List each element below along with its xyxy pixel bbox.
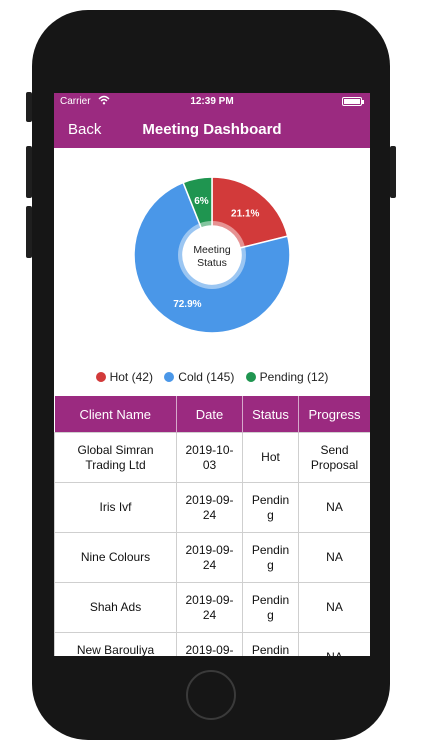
header-progress[interactable]: Progress	[298, 396, 370, 433]
cell-status: Pending	[242, 532, 299, 583]
cell-client-name: Iris Ivf	[54, 482, 177, 533]
app-screen: Carrier 12:39 PM Back Meeting Dashboard …	[54, 93, 370, 656]
mute-switch	[26, 92, 32, 122]
cell-progress: NA	[298, 532, 370, 583]
wifi-icon	[98, 95, 110, 108]
header-date[interactable]: Date	[176, 396, 243, 433]
legend-dot-hot	[95, 372, 106, 382]
cell-status: Pending	[242, 582, 299, 633]
table-row[interactable]: Global Simran Trading Ltd 2019-10-03 Hot…	[54, 432, 370, 483]
legend-dot-cold	[164, 372, 175, 382]
pie-center-label-line: Status	[197, 257, 227, 269]
cell-status: Pending	[242, 632, 299, 656]
cell-status: Pending	[242, 482, 299, 533]
table-row[interactable]: Iris Ivf 2019-09-24 Pending NA	[54, 482, 370, 533]
meetings-table: Client Name Date Status Progress Global …	[54, 396, 370, 656]
volume-down-button	[26, 206, 32, 258]
pie-center-label-line: Meeting	[193, 244, 231, 256]
legend-item-cold: Cold (145)	[164, 370, 234, 384]
navigation-bar: Back Meeting Dashboard	[54, 111, 370, 148]
table-row[interactable]: New Barouliya Aromatics 2019-09-24 Pendi…	[54, 632, 370, 656]
pie-label-hot: 21.1%	[231, 208, 259, 219]
cell-progress: NA	[298, 632, 370, 656]
pie-label-cold: 72.9%	[173, 299, 201, 310]
cell-client-name: New Barouliya Aromatics	[54, 632, 177, 656]
legend-dot-pending	[245, 372, 256, 382]
status-bar: Carrier 12:39 PM	[54, 93, 370, 111]
cell-progress: NA	[298, 482, 370, 533]
back-button[interactable]: Back	[68, 121, 102, 138]
cell-date: 2019-09-24	[176, 532, 243, 583]
clock: 12:39 PM	[190, 96, 234, 107]
cell-client-name: Global Simran Trading Ltd	[54, 432, 177, 483]
legend-item-pending: Pending (12)	[245, 370, 329, 384]
cell-status: Hot	[242, 432, 299, 483]
cell-date: 2019-09-24	[176, 482, 243, 533]
cell-client-name: Nine Colours	[54, 532, 177, 583]
header-client-name[interactable]: Client Name	[54, 396, 177, 433]
table-row[interactable]: Shah Ads 2019-09-24 Pending NA	[54, 582, 370, 633]
meeting-status-chart-area: 21.1% 72.9% 6% Meeting Status Hot (42) Cold …	[54, 148, 370, 396]
cell-progress: NA	[298, 582, 370, 633]
cell-date: 2019-10-03	[176, 432, 243, 483]
table-row[interactable]: Nine Colours 2019-09-24 Pending NA	[54, 532, 370, 583]
legend-item-hot: Hot (42)	[95, 370, 153, 384]
cell-progress: Send Proposal	[298, 432, 370, 483]
carrier-label: Carrier	[60, 96, 91, 107]
legend-label-cold: Cold (145)	[178, 370, 235, 384]
cell-client-name: Shah Ads	[54, 582, 177, 633]
chart-legend: Hot (42) Cold (145) Pending (12)	[54, 370, 370, 384]
header-status[interactable]: Status	[242, 396, 299, 433]
table-header-row: Client Name Date Status Progress	[54, 396, 370, 433]
cell-date: 2019-09-24	[176, 632, 243, 656]
legend-label-hot: Hot (42)	[109, 370, 153, 384]
volume-up-button	[26, 146, 32, 198]
cell-date: 2019-09-24	[176, 582, 243, 633]
pie-label-pending: 6%	[194, 196, 209, 207]
pie-center-hole	[183, 226, 241, 284]
legend-label-pending: Pending (12)	[259, 370, 329, 384]
battery-icon	[342, 97, 364, 106]
page-title: Meeting Dashboard	[142, 121, 282, 138]
home-button[interactable]	[186, 670, 236, 720]
power-button	[390, 146, 396, 198]
